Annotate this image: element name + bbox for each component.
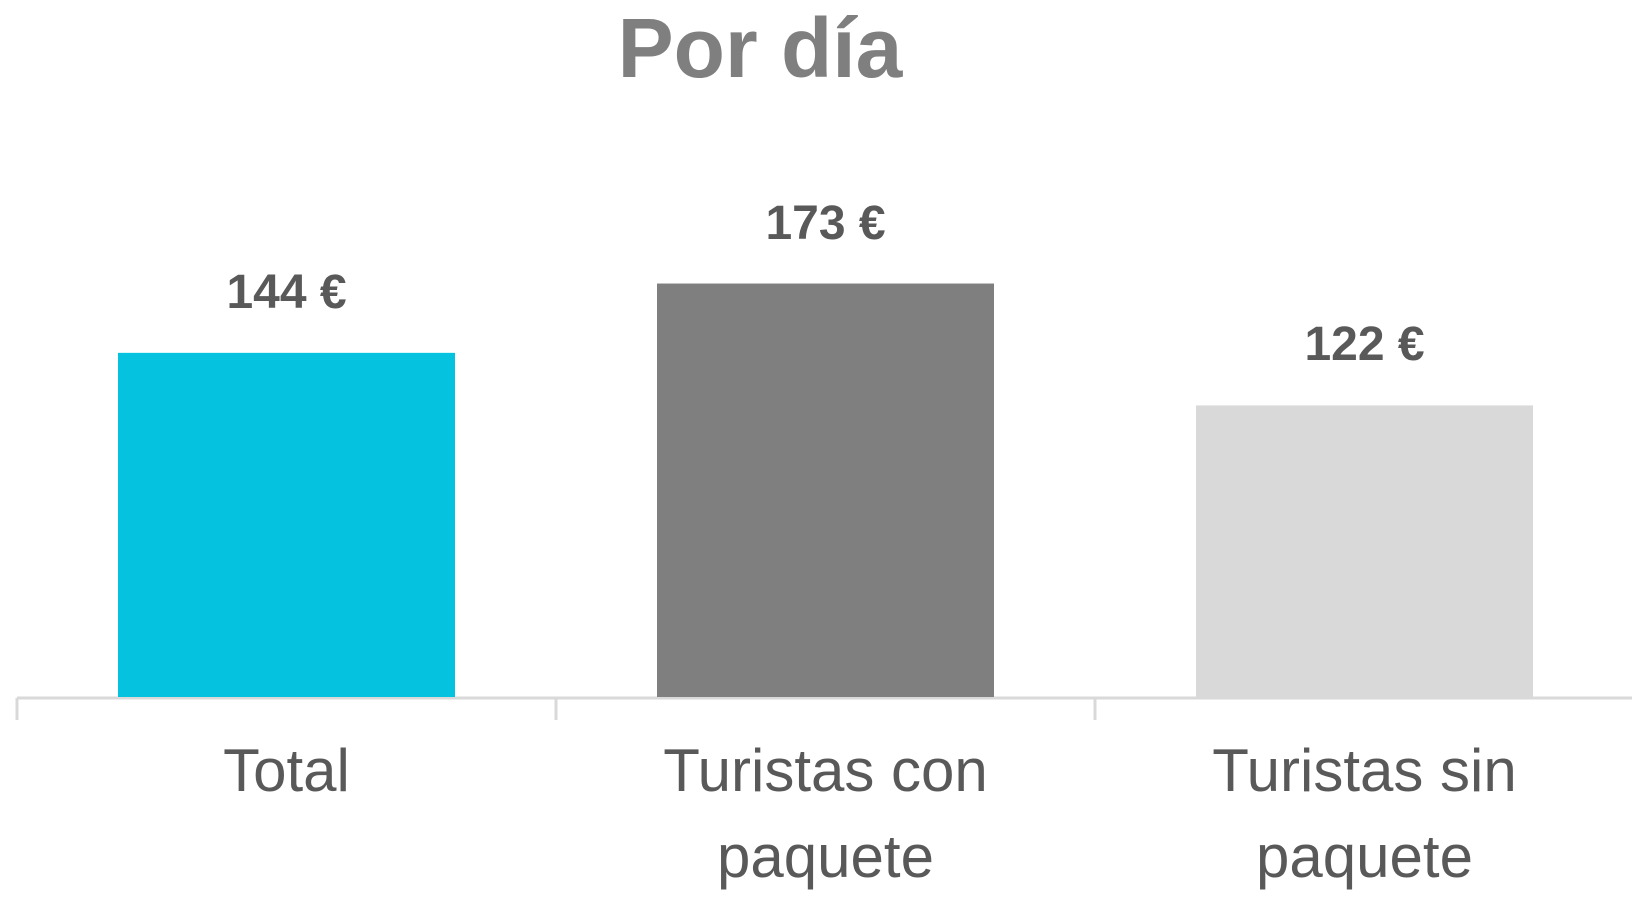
- data-label: 173 €: [765, 196, 886, 250]
- data-label: 144 €: [226, 265, 347, 319]
- x-tick-label: Total: [223, 737, 350, 804]
- x-tick-label: Turistas sin paquete: [1212, 737, 1517, 890]
- x-tick-label: Turistas con paquete: [663, 737, 988, 890]
- bar: [118, 352, 455, 697]
- bar: [657, 283, 994, 697]
- chart-title: Por día: [617, 1, 903, 95]
- bar: [1196, 405, 1533, 697]
- data-label: 122 €: [1304, 318, 1425, 372]
